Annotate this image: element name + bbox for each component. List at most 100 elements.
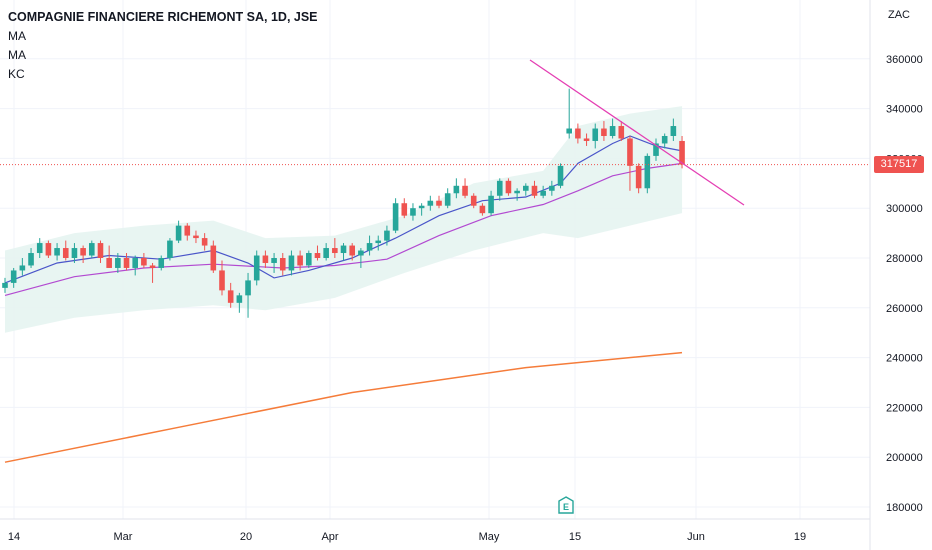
candle-body <box>332 248 338 254</box>
candlestick-series <box>2 88 685 318</box>
candle-body <box>661 135 668 144</box>
y-axis-labels: 180000 200000 220000 240000 260000 280000 3000… <box>886 54 923 514</box>
candle-body <box>141 258 147 266</box>
candle <box>141 253 147 268</box>
y-tick-label: 300000 <box>886 203 923 215</box>
candle <box>392 198 399 234</box>
candle <box>62 240 69 261</box>
candle <box>288 250 295 276</box>
candle <box>653 138 659 161</box>
candle <box>245 272 251 318</box>
candle <box>496 178 503 201</box>
x-tick-label: 20 <box>240 531 252 543</box>
candle <box>97 240 104 263</box>
candle-body <box>45 243 52 256</box>
candle <box>80 245 86 263</box>
candle <box>540 185 546 199</box>
candle <box>644 153 651 194</box>
candle <box>89 240 95 258</box>
candle-body <box>167 240 173 258</box>
x-tick-label: 19 <box>794 531 806 543</box>
candle-body <box>635 165 642 189</box>
candle-body <box>210 245 217 271</box>
candle-body <box>505 180 512 194</box>
candle-body <box>97 243 104 258</box>
candle-body <box>323 248 329 258</box>
candle-body <box>392 203 399 231</box>
candle-body <box>193 235 199 239</box>
candle <box>236 292 243 313</box>
candle <box>175 220 182 244</box>
candle-body <box>19 265 26 271</box>
candle <box>149 262 156 283</box>
candle <box>384 225 390 246</box>
candle-body <box>384 230 390 241</box>
candle <box>549 180 555 196</box>
candle-body <box>462 185 468 196</box>
candle-body <box>410 208 416 216</box>
candle <box>28 248 34 268</box>
keltner-channel-band <box>5 106 683 333</box>
x-tick-label: May <box>479 531 500 543</box>
earnings-marker[interactable]: E <box>558 496 574 514</box>
candle-body <box>288 255 295 271</box>
candle-body <box>245 280 251 296</box>
candle-body <box>566 128 572 134</box>
candle-body <box>123 258 130 268</box>
trendline[interactable] <box>529 59 745 206</box>
candle-body <box>227 290 234 303</box>
candle-body <box>366 243 373 251</box>
candle <box>488 190 494 216</box>
candle <box>271 253 277 273</box>
candle-body <box>427 200 434 206</box>
candle <box>618 121 625 141</box>
candle <box>514 188 520 201</box>
candle-body <box>653 143 659 156</box>
candle <box>184 223 191 241</box>
candle <box>10 267 17 288</box>
candle-body <box>132 258 138 268</box>
candle-body <box>71 248 78 258</box>
candle-body <box>488 195 494 214</box>
candle-body <box>306 253 312 266</box>
candle <box>340 243 347 261</box>
indicator-ma-2[interactable]: MA <box>8 48 26 62</box>
candle <box>410 203 416 221</box>
indicator-ma-1[interactable]: MA <box>8 29 26 43</box>
candle <box>123 253 130 271</box>
mid-moving-average-line <box>4 162 683 296</box>
candle-body <box>236 295 243 303</box>
y-tick-label: 260000 <box>886 303 923 315</box>
candle <box>470 193 477 209</box>
candle <box>323 243 329 261</box>
candle <box>19 258 26 276</box>
candle-body <box>62 248 69 258</box>
candle <box>436 195 442 209</box>
x-tick-label: 14 <box>8 531 20 543</box>
candle-body <box>28 253 34 266</box>
candle <box>505 178 512 196</box>
candle <box>193 230 199 244</box>
candle <box>297 250 303 271</box>
candle <box>219 260 225 296</box>
candle-body <box>557 165 564 186</box>
candle-body <box>496 180 503 196</box>
y-tick-label: 200000 <box>886 452 923 464</box>
candle <box>592 123 599 149</box>
indicator-kc[interactable]: KC <box>8 67 25 81</box>
candle-body <box>80 248 86 256</box>
candle-body <box>10 270 17 283</box>
symbol-title[interactable]: COMPAGNIE FINANCIERE RICHEMONT SA, 1D, J… <box>8 10 318 24</box>
x-tick-label: 15 <box>569 531 581 543</box>
x-tick-label: Mar <box>114 531 133 543</box>
chart-legend: COMPAGNIE FINANCIERE RICHEMONT SA, 1D, J… <box>8 8 318 84</box>
candle-body <box>418 205 425 209</box>
candle-body <box>2 282 8 288</box>
candle <box>54 243 60 261</box>
candle-body <box>627 138 633 166</box>
x-tick-label: Apr <box>321 531 338 543</box>
candle <box>479 203 486 216</box>
candle-body <box>279 258 286 271</box>
candle-body <box>375 240 382 244</box>
y-tick-label: 340000 <box>886 104 923 116</box>
